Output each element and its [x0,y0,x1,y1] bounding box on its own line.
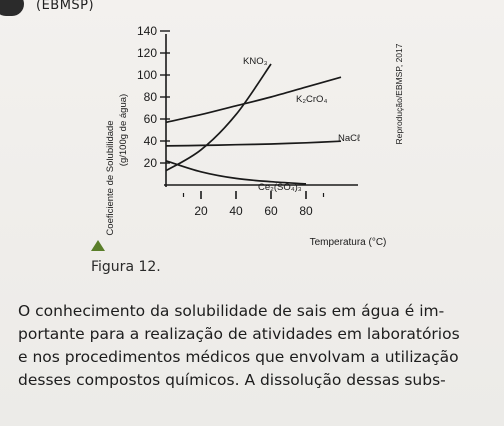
chart-plot-area: 20 40 60 80 100 120 140 20 40 60 80 KNO₃ K₂CrO₄ NaCℓ C… [137,24,361,218]
y-tick-label: 40 [144,134,158,148]
question-number-badge: 4. [0,0,24,16]
x-tick-label: 40 [229,204,243,218]
y-tick-label: 80 [144,90,158,104]
x-axis-title: Temperatura (°C) [310,237,387,248]
k2cro4-curve [165,76,342,124]
question-header: 4. (EBMSP) [0,0,504,18]
ce2so43-curve [165,159,307,185]
series-label: K₂CrO₄ [296,94,327,105]
question-number: 4. [0,0,10,1]
body-line: desses compostos químicos. A dissolução … [18,371,446,389]
series-label: NaCℓ [338,133,361,144]
y-tick-label: 20 [144,156,158,170]
figure-caption: Figura 12. [91,259,161,275]
side-credit-label: Reprodução/EBMSP, 2017 [394,43,404,144]
y-tick-label: 60 [144,112,158,126]
body-line: portante para a realização de atividades… [18,325,460,343]
x-tick-label: 60 [264,204,278,218]
y-tick-label: 100 [137,68,157,82]
triangle-marker-icon [91,240,105,251]
y-axis-title: Coeficiente de Solubilidade (g/100g de á… [105,94,129,236]
body-line: O conhecimento da solubilidade de sais e… [18,302,445,320]
y-tick-label: 120 [137,46,157,60]
body-line: e nos procedimentos médicos que envolvam… [18,348,459,366]
y-axis-title-line2: (g/100g de água) [118,94,129,166]
series-label: KNO₃ [243,56,268,67]
kno3-curve [165,63,272,172]
x-tick-label: 20 [194,204,208,218]
y-tick-label: 140 [137,24,157,38]
nacl-curve [165,140,342,147]
body-paragraph: O conhecimento da solubilidade de sais e… [18,300,498,392]
y-axis-title-line1: Coeficiente de Solubilidade [105,120,116,235]
series-label: Ce₂(SO₄)₃ [258,182,302,193]
question-source: (EBMSP) [36,0,95,13]
x-tick-label: 80 [299,204,313,218]
solubility-chart: Coeficiente de Solubilidade (g/100g de á… [105,24,404,248]
